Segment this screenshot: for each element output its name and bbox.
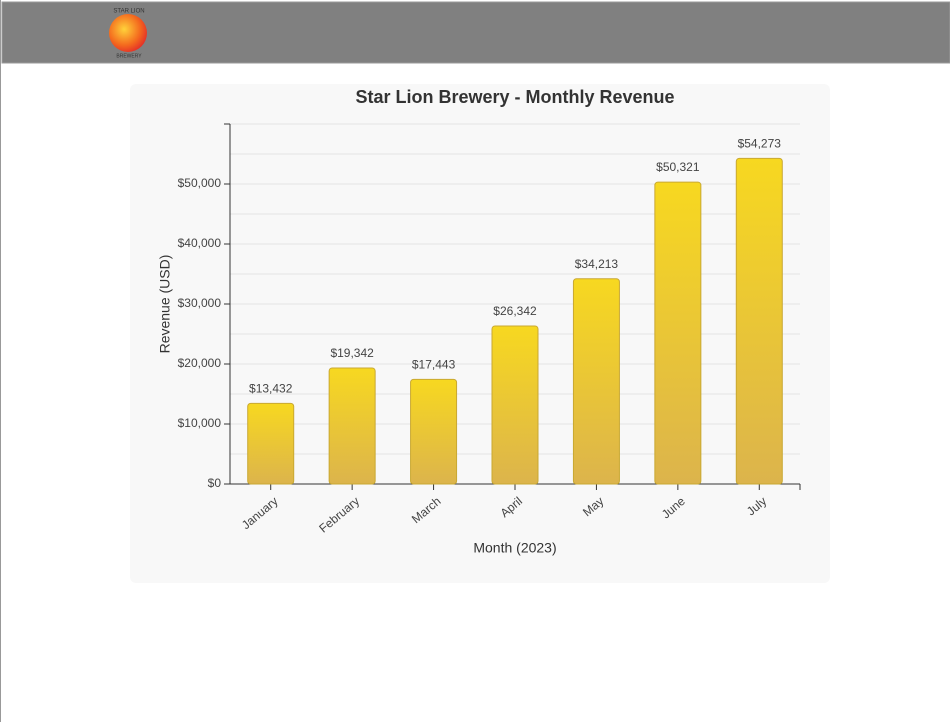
logo-text: STAR LION	[113, 9, 144, 15]
y-tick-label: $40,000	[178, 236, 222, 250]
bar	[572, 278, 620, 485]
y-tick-label: $30,000	[178, 296, 222, 310]
logo-text: BREWERY	[116, 53, 142, 59]
y-tick-label: $0	[208, 476, 222, 490]
value-label: $19,342	[330, 346, 374, 360]
value-label: $13,432	[249, 382, 293, 396]
plot: $0$10,000$20,000$30,000$40,000$50,000Jan…	[178, 123, 801, 536]
bar	[410, 378, 458, 485]
value-label: $17,443	[412, 358, 456, 372]
value-label: $50,321	[656, 160, 700, 174]
y-tick-label: $10,000	[178, 416, 222, 430]
value-label: $54,273	[738, 137, 782, 151]
x-axis-label: Month (2023)	[473, 540, 556, 556]
bar	[735, 157, 783, 485]
y-tick-label: $50,000	[178, 176, 222, 190]
bar	[491, 325, 539, 485]
logo[interactable]	[109, 14, 147, 52]
chart-title: Star Lion Brewery - Monthly Revenue	[355, 87, 674, 107]
value-label: $34,213	[575, 257, 619, 271]
bar	[654, 181, 702, 485]
bar	[328, 367, 376, 485]
header-bar	[1, 1, 950, 64]
value-label: $26,342	[493, 304, 537, 318]
bar	[247, 402, 295, 485]
y-axis-label: Revenue (USD)	[157, 255, 173, 354]
y-tick-label: $20,000	[178, 356, 222, 370]
